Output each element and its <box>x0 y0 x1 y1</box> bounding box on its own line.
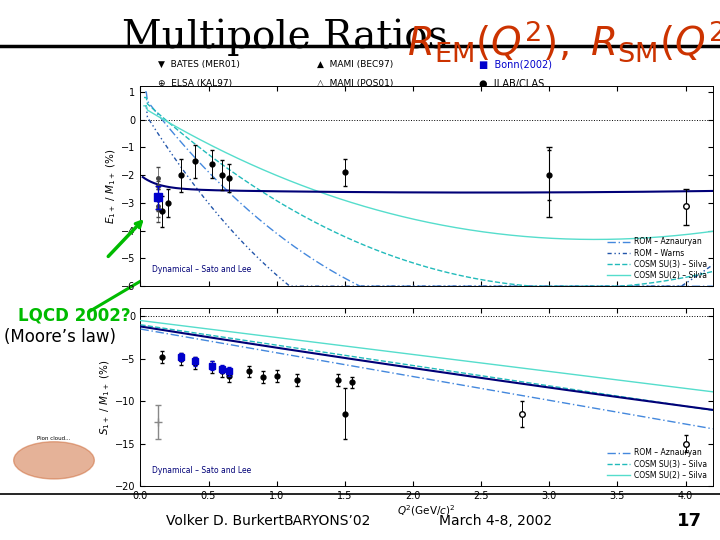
Text: 17: 17 <box>677 512 702 530</box>
Legend: ROM – Aznauryan, ROM – Warns, COSM SU(3) – Silva, COSM SU(2) – Silva: ROM – Aznauryan, ROM – Warns, COSM SU(3)… <box>605 235 709 282</box>
Ellipse shape <box>14 442 94 479</box>
X-axis label: $Q^2(\mathrm{GeV}/c)^2$: $Q^2(\mathrm{GeV}/c)^2$ <box>397 504 456 518</box>
Legend: ROM – Aznauryan, COSM SU(3) – Silva, COSM SU(2) – Silva: ROM – Aznauryan, COSM SU(3) – Silva, COS… <box>605 446 709 482</box>
Text: BARYONS’02: BARYONS’02 <box>284 514 372 528</box>
Text: ⊕  ELSA (KAL97): ⊕ ELSA (KAL97) <box>158 79 233 88</box>
Text: ▲  MAMI (BEC97): ▲ MAMI (BEC97) <box>317 60 393 69</box>
Text: ○  JLAB (FRO99): ○ JLAB (FRO99) <box>317 97 390 106</box>
Text: LQCD 2002?: LQCD 2002? <box>18 307 130 325</box>
Text: △  MAMI (POS01): △ MAMI (POS01) <box>317 79 393 88</box>
Text: ●  JLAB/CLAS: ● JLAB/CLAS <box>479 79 544 89</box>
Text: □  LEGS (BLA97): □ LEGS (BLA97) <box>158 97 235 106</box>
Text: ▼  BATES (MER01): ▼ BATES (MER01) <box>158 60 240 69</box>
Y-axis label: $E_{1+}\ /\ M_{1+}\ (\%)$: $E_{1+}\ /\ M_{1+}\ (\%)$ <box>105 148 118 224</box>
Text: March 4-8, 2002: March 4-8, 2002 <box>439 514 552 528</box>
Text: ■  Bonn(2002): ■ Bonn(2002) <box>479 60 552 70</box>
Text: (Moore’s law): (Moore’s law) <box>4 328 116 347</box>
Text: Volker D. Burkert: Volker D. Burkert <box>166 514 284 528</box>
Text: Multipole Ratios: Multipole Ratios <box>122 19 460 56</box>
Y-axis label: $S_{1+}\ /\ M_{1+}\ (\%)$: $S_{1+}\ /\ M_{1+}\ (\%)$ <box>99 359 112 435</box>
Text: Pion cloud...: Pion cloud... <box>37 436 71 441</box>
Text: Dynamical – Sato and Lee: Dynamical – Sato and Lee <box>152 467 251 475</box>
Text: $R_{\mathrm{EM}}(Q^2),\ R_{\mathrm{SM}}(Q^2)$: $R_{\mathrm{EM}}(Q^2),\ R_{\mathrm{SM}}(… <box>407 19 720 64</box>
Text: Dynamical – Sato and Lee: Dynamical – Sato and Lee <box>152 265 251 274</box>
